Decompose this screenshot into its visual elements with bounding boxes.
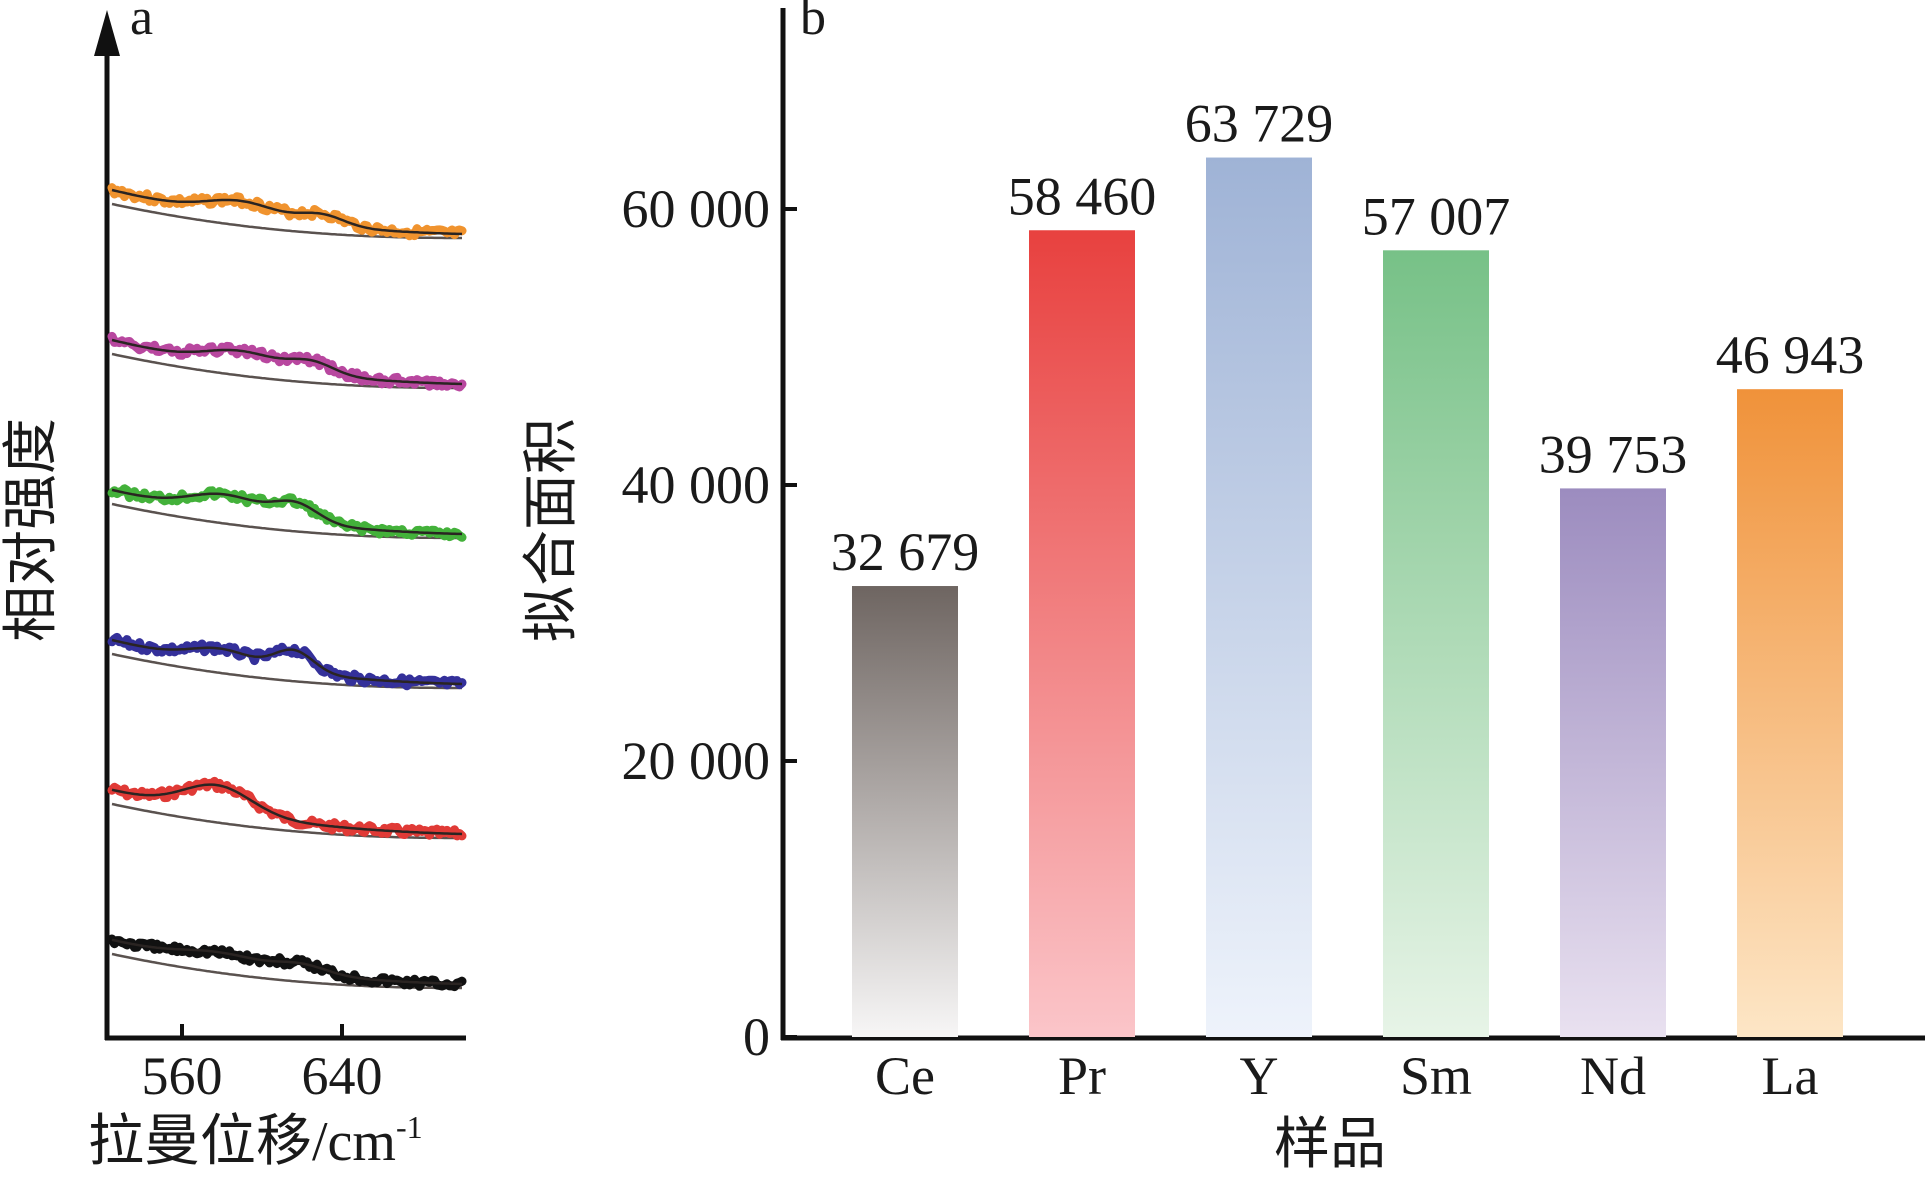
panel-b-y-axis-title: 拟合面积 xyxy=(521,418,583,642)
category-label-la: La xyxy=(1762,1046,1819,1106)
panel-a-x-axis-title: 拉曼位移/cm-1 xyxy=(88,1109,423,1173)
category-label-nd: Nd xyxy=(1580,1046,1646,1106)
spectrum-data-points xyxy=(107,776,467,841)
spectrum-fit-line xyxy=(111,938,463,986)
panel-b-y-tick-label: 20 000 xyxy=(622,731,771,791)
category-label-sm: Sm xyxy=(1400,1046,1472,1106)
spectrum-data-points xyxy=(107,632,467,691)
spectrum-4 xyxy=(107,331,467,392)
panel-b-y-tick-label: 60 000 xyxy=(622,179,771,239)
panel-b-y-tick-label: 40 000 xyxy=(622,455,771,515)
panel-b-x-axis-title: 样品 xyxy=(1274,1114,1386,1176)
bar-la xyxy=(1737,389,1843,1037)
spectrum-1 xyxy=(107,776,467,841)
bar-pr xyxy=(1029,230,1135,1037)
bar-ce xyxy=(852,586,958,1037)
bar-nd xyxy=(1560,488,1666,1038)
panel-a-letter: a xyxy=(130,0,153,46)
panel-a-y-axis-arrow xyxy=(94,10,120,56)
spectrum-baseline xyxy=(111,202,462,240)
bar-value-label-sm: 57 007 xyxy=(1362,186,1511,246)
panel-b-bars-group: 32 679 Ce 58 460 Pr 63 729 Y 57 007 Sm 39 753 Nd 4… xyxy=(831,94,1865,1106)
bar-value-label-y: 63 729 xyxy=(1185,94,1334,154)
spectrum-fit-line xyxy=(111,783,463,836)
panel-b-letter: b xyxy=(800,0,826,46)
spectrum-fit-line xyxy=(111,488,463,536)
panel-a-x-axis-title-main: 拉曼位移/cm xyxy=(88,1111,396,1173)
category-label-ce: Ce xyxy=(875,1046,935,1106)
panel-a-x-tick-label: 560 xyxy=(142,1046,223,1106)
spectrum-fit-line xyxy=(111,338,463,386)
panel-a-x-ticks: 560 640 xyxy=(142,1024,383,1106)
spectrum-0 xyxy=(107,934,467,992)
panel-b-y-tick-label: 0 xyxy=(743,1007,770,1067)
category-label-pr: Pr xyxy=(1058,1046,1106,1106)
panel-a-x-axis-title-superscript: -1 xyxy=(396,1109,423,1145)
bar-y xyxy=(1206,157,1312,1037)
panel-a-spectra-group xyxy=(107,183,467,992)
panel-a-x-tick-label: 640 xyxy=(302,1046,383,1106)
bar-value-label-nd: 39 753 xyxy=(1539,424,1688,484)
bar-value-label-pr: 58 460 xyxy=(1008,166,1157,226)
panel-a-y-axis-title: 相对强度 xyxy=(1,418,63,642)
bar-value-label-la: 46 943 xyxy=(1716,325,1865,385)
bar-value-label-ce: 32 679 xyxy=(831,522,980,582)
panel-a-raman-spectra: a 560 640 相对强度 拉曼位移/cm-1 xyxy=(1,0,467,1173)
spectrum-2 xyxy=(107,632,467,691)
panel-b-fit-area-bars: b 0 20 000 40 000 60 000 32 679 Ce 58 460 Pr 63… xyxy=(521,0,1925,1176)
category-label-y: Y xyxy=(1240,1046,1279,1106)
spectrum-data-points xyxy=(107,331,467,392)
spectrum-fit-line xyxy=(111,188,463,236)
spectrum-fit-line xyxy=(111,638,463,686)
bar-sm xyxy=(1383,250,1489,1037)
spectrum-3 xyxy=(107,484,467,542)
panel-b-y-ticks: 0 20 000 40 000 60 000 xyxy=(622,179,797,1067)
spectrum-5 xyxy=(107,183,467,241)
